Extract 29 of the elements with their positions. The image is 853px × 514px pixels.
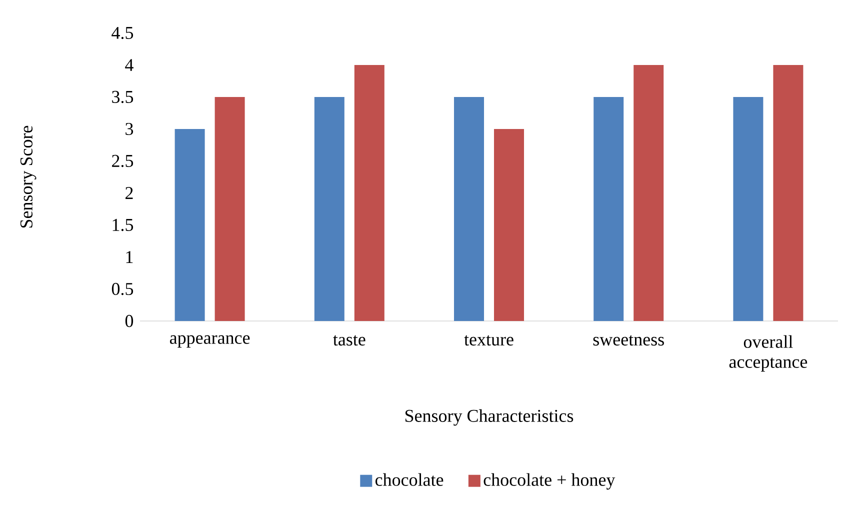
bar bbox=[214, 97, 245, 321]
bar bbox=[594, 97, 624, 321]
y-tick-label: 2.5 bbox=[112, 154, 134, 168]
y-tick-label: 4.5 bbox=[112, 26, 134, 40]
bar bbox=[454, 97, 484, 321]
x-tick-label: appearance bbox=[170, 335, 250, 348]
x-axis-title: Sensory Characteristics bbox=[405, 409, 574, 426]
y-tick-label: 3.5 bbox=[112, 90, 134, 104]
legend-label: chocolate bbox=[375, 473, 444, 486]
y-tick-label: 2 bbox=[126, 187, 133, 199]
bar bbox=[314, 97, 344, 321]
bar bbox=[634, 65, 664, 321]
y-tick-label: 3 bbox=[126, 122, 134, 136]
y-tick-label: 0.5 bbox=[112, 282, 134, 296]
bar bbox=[494, 128, 524, 321]
x-tick-label: taste bbox=[333, 335, 366, 346]
y-tick-label: 1 bbox=[126, 251, 133, 263]
bar bbox=[733, 97, 764, 321]
y-tick-label: 4 bbox=[125, 59, 134, 71]
bar bbox=[174, 128, 205, 321]
x-tick-label: texture bbox=[464, 335, 514, 346]
legend-label: chocolate + honey bbox=[484, 473, 616, 490]
y-tick-label: 1.5 bbox=[112, 218, 134, 232]
bar bbox=[773, 65, 804, 321]
x-tick-label: sweetness bbox=[593, 335, 664, 346]
x-tick-label: overall acceptance bbox=[729, 335, 808, 372]
bar bbox=[354, 65, 384, 321]
y-tick-label: 0 bbox=[125, 314, 134, 328]
y-axis-title: Sensory Score bbox=[20, 126, 36, 228]
